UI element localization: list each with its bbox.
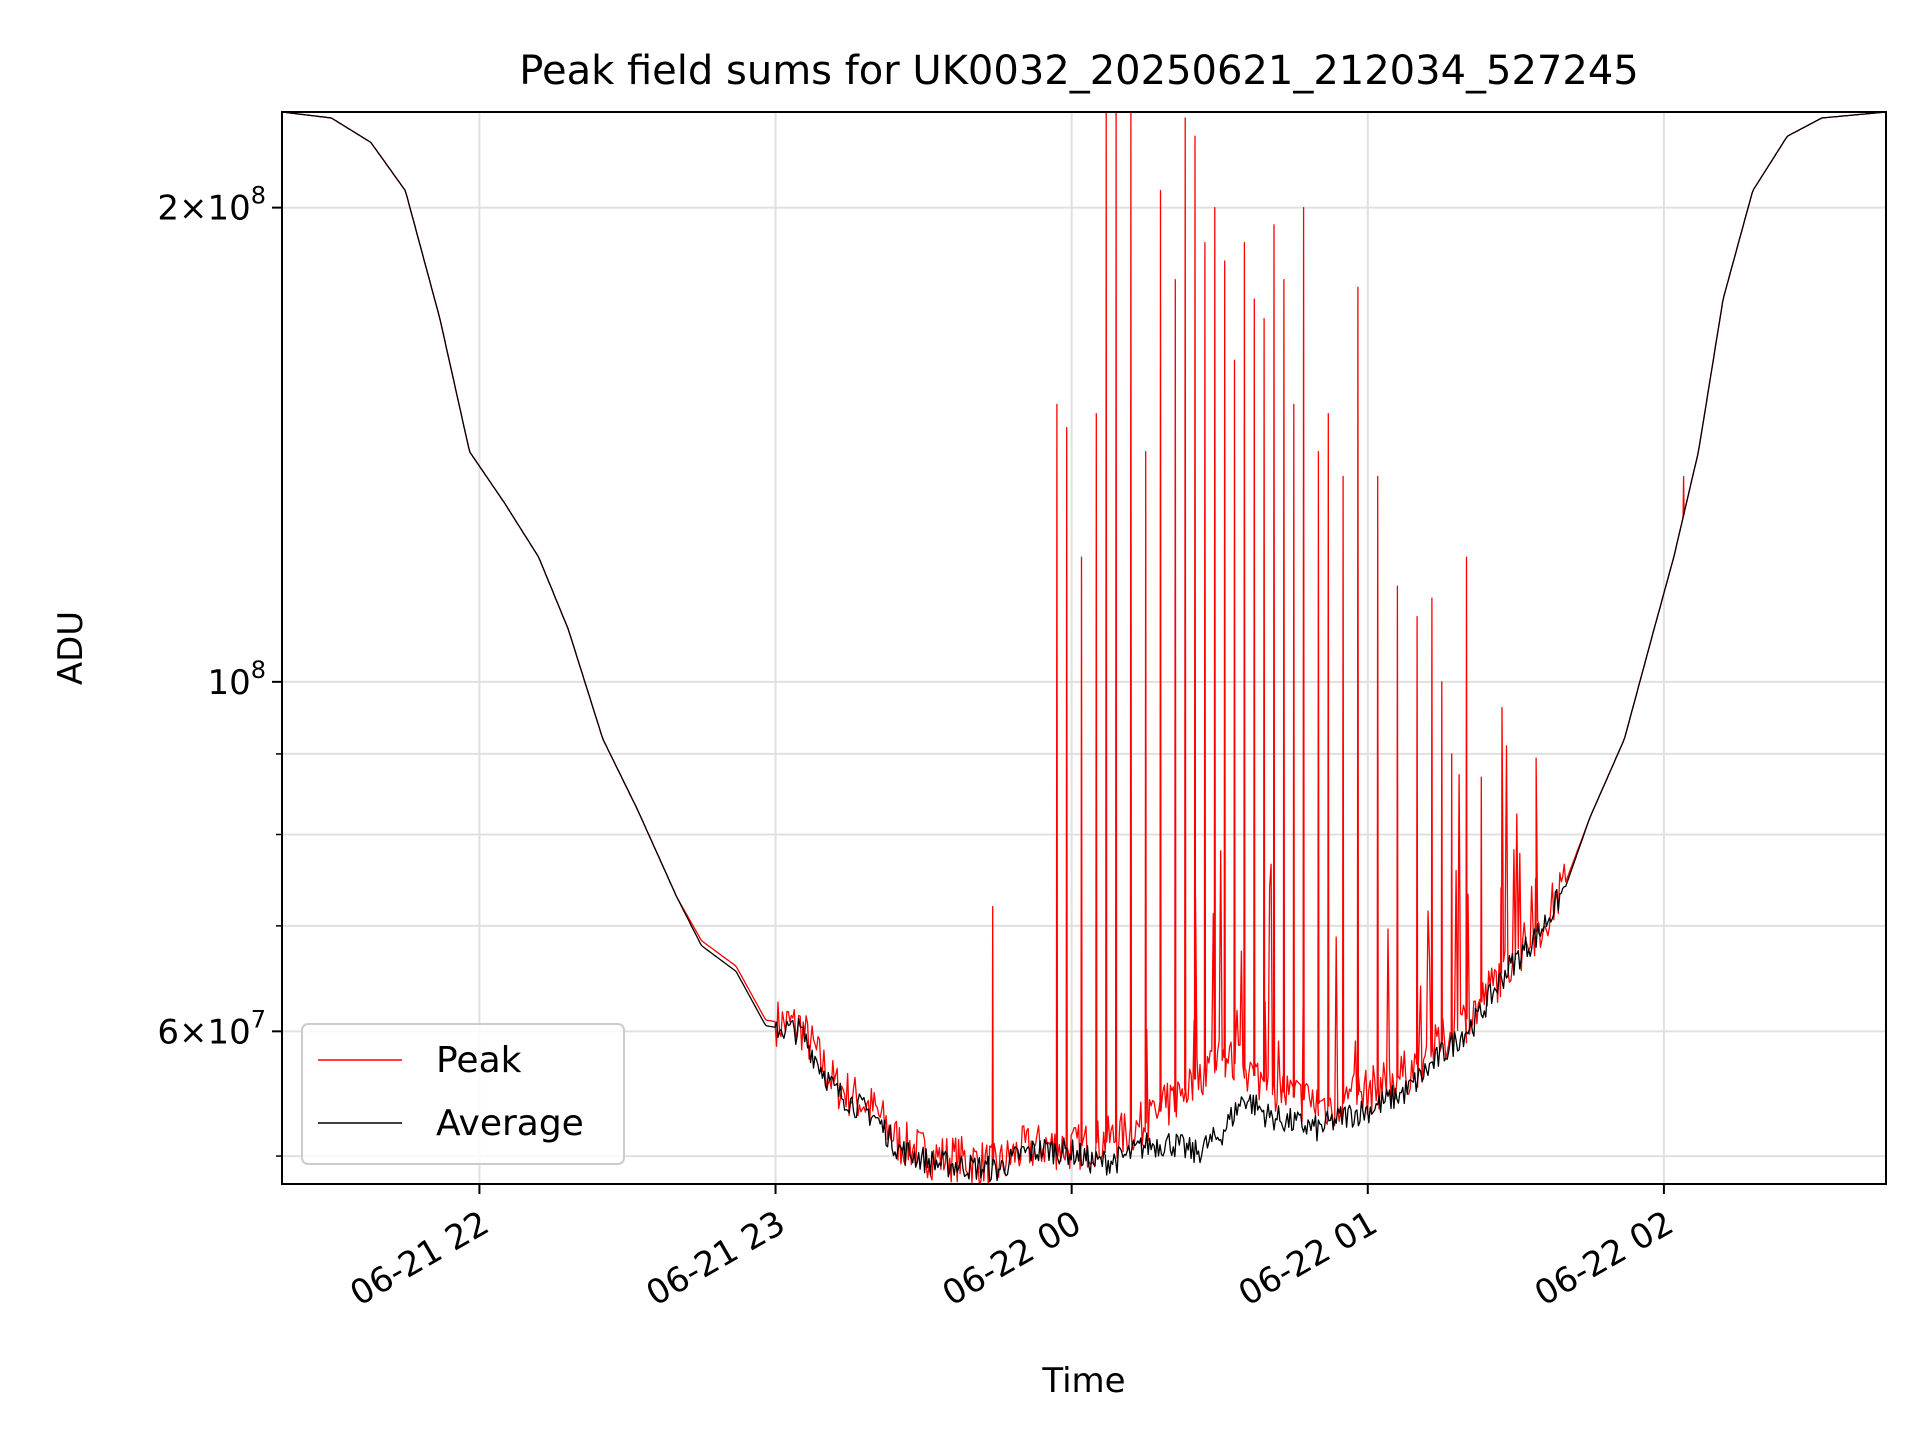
grid	[282, 112, 1886, 1184]
y-tick-label: 108	[207, 656, 266, 703]
y-tick-label: 2×108	[157, 182, 266, 229]
chart-title: Peak field sums for UK0032_20250621_2120…	[519, 48, 1638, 94]
series-line-average	[282, 112, 1886, 1183]
y-axis-ticks: 6×107 108 2×108	[157, 182, 282, 1157]
legend-box	[301, 1023, 625, 1165]
plot-series	[282, 112, 1886, 1184]
y-tick-label: 6×107	[157, 1005, 266, 1052]
legend-label-average: Average	[436, 1103, 584, 1144]
plot-frame	[281, 111, 1887, 1185]
legend-label-peak: Peak	[436, 1040, 522, 1081]
x-axis-label: Time	[1041, 1361, 1125, 1401]
legend: Peak Average	[301, 1023, 625, 1165]
y-axis-label: ADU	[51, 611, 91, 685]
